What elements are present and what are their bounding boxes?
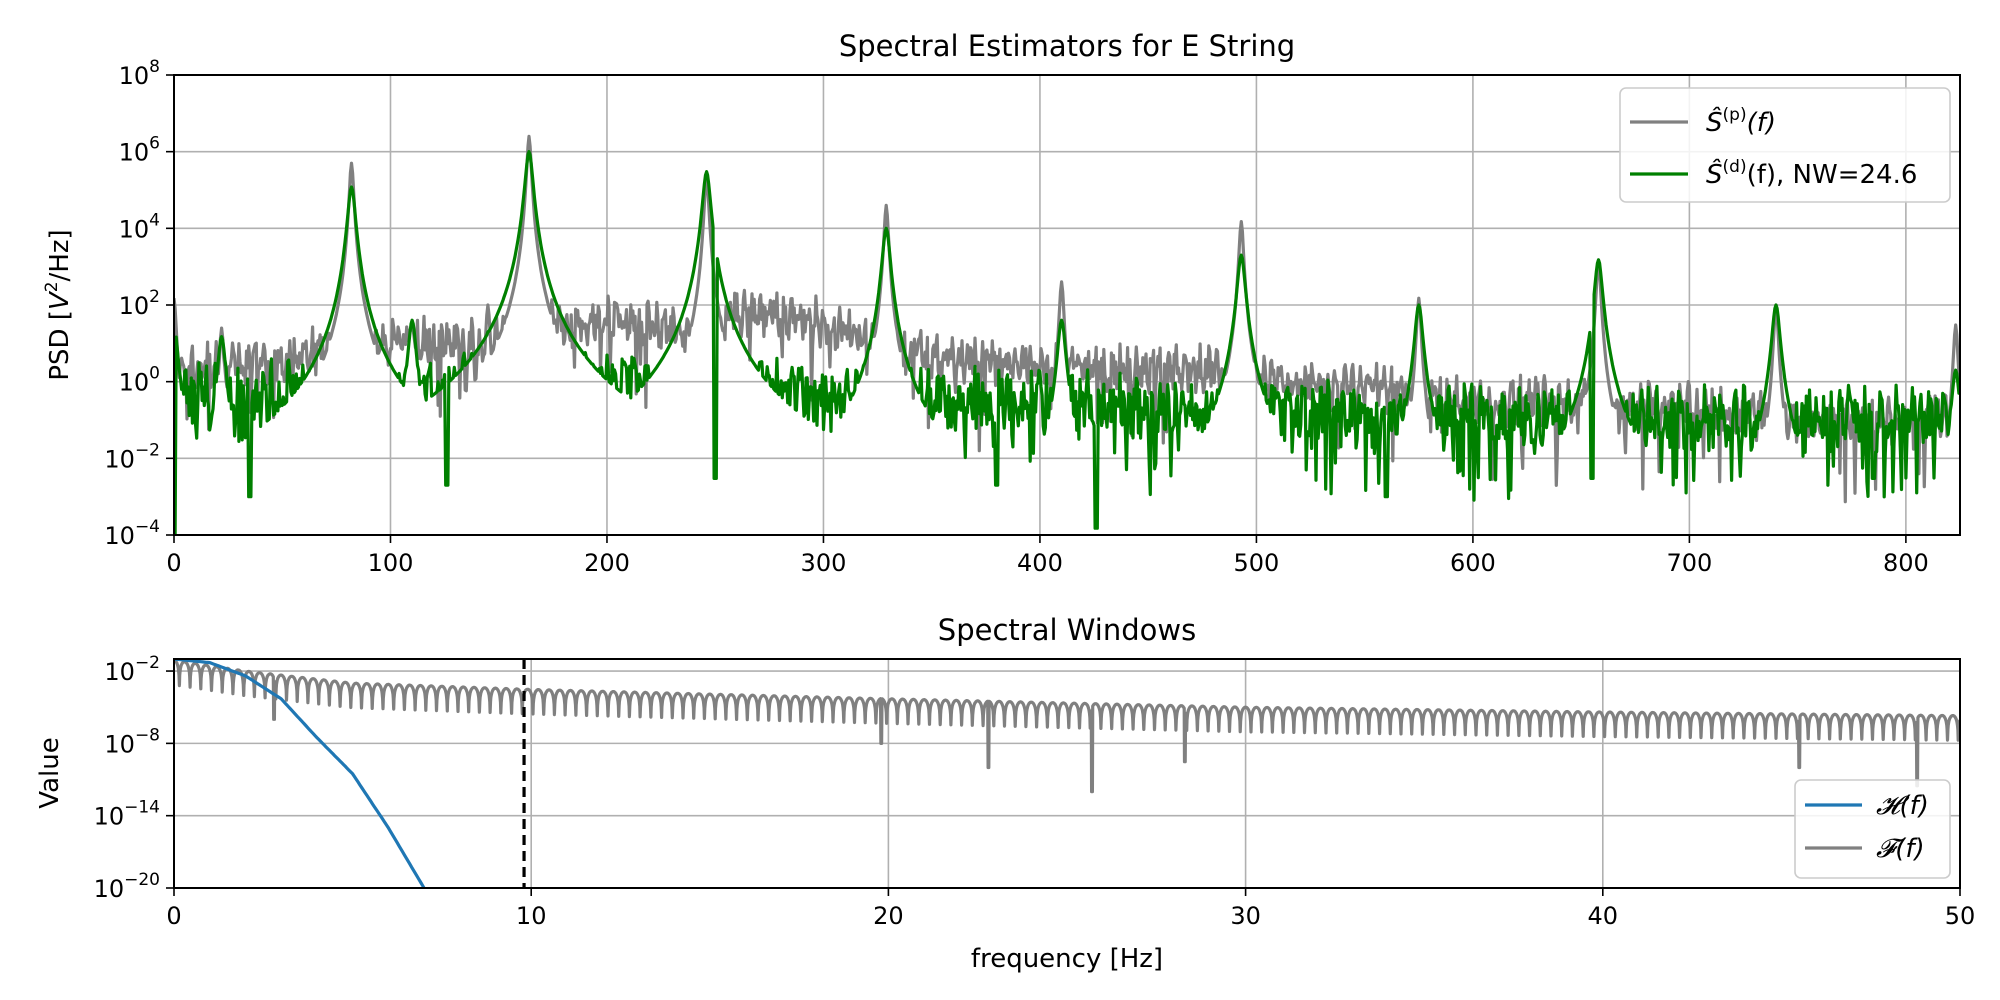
windows-legend: 𝓗(f) 𝓕(f) xyxy=(1794,779,1951,879)
psd-x-tick-label: 600 xyxy=(1450,549,1496,577)
psd-x-tick-label: 100 xyxy=(368,549,414,577)
windows-x-tick-label: 0 xyxy=(166,902,181,930)
windows-chart-y-label: Value xyxy=(35,737,65,808)
psd-y-tick-label: 104 xyxy=(119,210,160,243)
windows-x-tick-label: 20 xyxy=(873,902,904,930)
psd-chart-y-label: PSD [V2/Hz] xyxy=(42,229,75,380)
windows-chart: Spectral Windows 0 10 20 30 40 50 10−210−810−… xyxy=(35,613,1975,974)
psd-x-tick-label: 0 xyxy=(166,549,181,577)
psd-x-tick-label: 700 xyxy=(1666,549,1712,577)
psd-x-tick-label: 500 xyxy=(1234,549,1280,577)
windows-chart-frame xyxy=(173,658,1961,889)
windows-chart-x-label: frequency [Hz] xyxy=(971,944,1163,974)
psd-x-tick-label: 400 xyxy=(1017,549,1063,577)
psd-y-tick-label: 100 xyxy=(119,364,160,397)
windows-x-tick-label: 30 xyxy=(1230,902,1261,930)
psd-y-tick-label: 108 xyxy=(119,57,160,90)
windows-x-tick-label: 40 xyxy=(1588,902,1619,930)
psd-chart-title: Spectral Estimators for E String xyxy=(839,29,1295,63)
windows-x-tick-label: 50 xyxy=(1945,902,1976,930)
psd-x-tick-label: 800 xyxy=(1883,549,1929,577)
psd-y-tick-label: 106 xyxy=(119,134,160,167)
psd-y-tick-label: 102 xyxy=(119,287,160,320)
taper-window-line xyxy=(174,659,426,888)
psd-chart-x-ticks: 0 100 200 300 400 500 600 700 800 xyxy=(166,535,1929,577)
psd-legend: Ŝ(p)(f) Ŝ(d)(f), NW=24.6 xyxy=(1619,87,1951,203)
windows-chart-x-ticks: 0 10 20 30 40 50 xyxy=(166,888,1975,930)
windows-x-tick-label: 10 xyxy=(516,902,547,930)
windows-y-tick-label: 10−2 xyxy=(104,653,160,686)
psd-chart-y-ticks: 108 106 104 102 100 10−2 10−4 xyxy=(104,57,174,550)
windows-y-tick-label: 10−20 xyxy=(94,870,160,903)
windows-chart-y-ticks: 10−2 10−8 10−14 10−20 xyxy=(94,653,174,903)
windows-chart-grid xyxy=(173,659,1961,889)
legend-periodogram-label: Ŝ(p)(f) xyxy=(1706,105,1776,138)
legend-multitaper-label: Ŝ(d)(f), NW=24.6 xyxy=(1706,157,1917,190)
multitaper-line xyxy=(174,150,1960,535)
fejer-kernel-line xyxy=(174,659,1960,794)
psd-chart: Spectral Estimators for E String 0 100 200… xyxy=(42,29,1961,577)
psd-x-tick-label: 300 xyxy=(801,549,847,577)
windows-chart-title: Spectral Windows xyxy=(938,613,1196,647)
windows-y-tick-label: 10−14 xyxy=(94,798,160,831)
psd-y-tick-label: 10−4 xyxy=(104,517,160,550)
psd-x-tick-label: 200 xyxy=(584,549,630,577)
legend-fejer-kernel-label: 𝓕(f) xyxy=(1876,834,1925,864)
legend-taper-window-label: 𝓗(f) xyxy=(1876,791,1929,821)
windows-y-tick-label: 10−8 xyxy=(104,725,160,758)
psd-y-tick-label: 10−2 xyxy=(104,440,160,473)
